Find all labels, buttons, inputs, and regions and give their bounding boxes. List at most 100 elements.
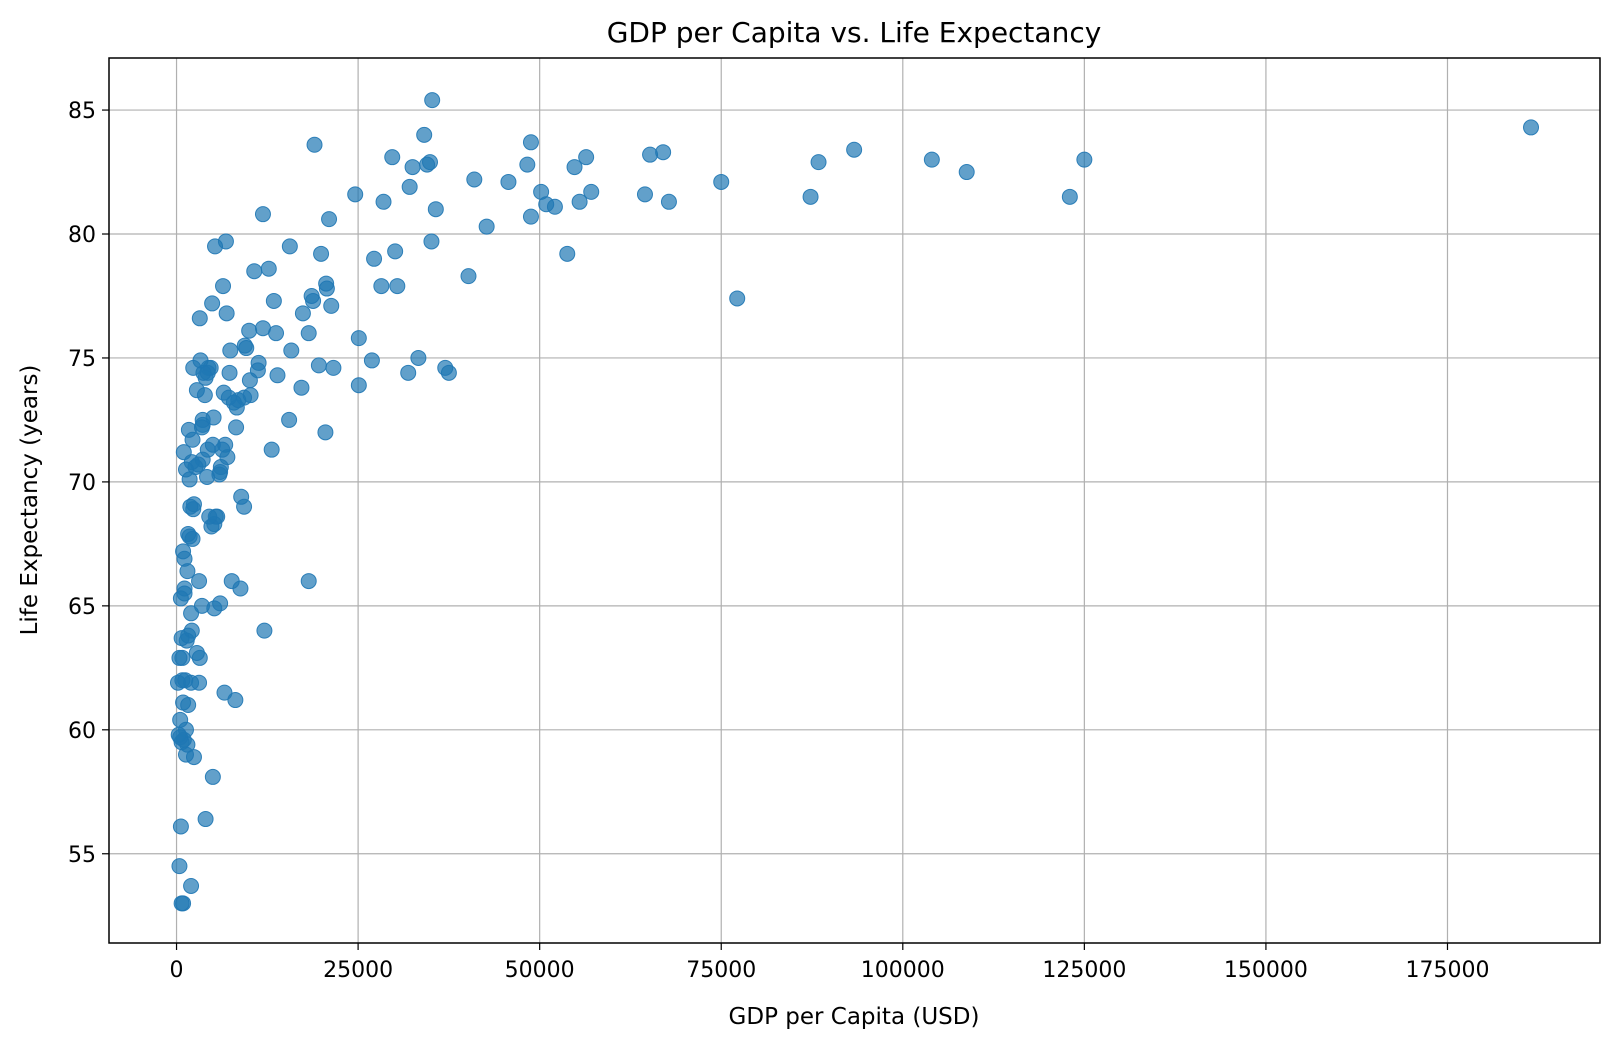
data-point [713, 173, 730, 190]
data-point [218, 305, 235, 322]
grid-lines [109, 58, 1600, 943]
data-point [221, 364, 238, 381]
data-point [173, 630, 190, 647]
data-point [583, 183, 600, 200]
data-point [373, 278, 390, 295]
data-point [293, 379, 310, 396]
data-point [172, 711, 189, 728]
data-point [384, 149, 401, 166]
data-point [236, 337, 253, 354]
data-point [171, 858, 188, 875]
data-point [655, 144, 672, 161]
y-tick-label: 55 [68, 843, 96, 868]
x-tick-label: 100000 [861, 958, 945, 983]
data-point [1523, 119, 1540, 136]
x-tick-label: 125000 [1042, 958, 1126, 983]
data-point [216, 684, 233, 701]
data-point [958, 164, 975, 181]
data-point [410, 349, 427, 366]
data-point [281, 411, 298, 428]
data-point [260, 260, 277, 277]
data-point [437, 359, 454, 376]
data-point [294, 305, 311, 322]
data-point [566, 159, 583, 176]
data-point [204, 768, 221, 785]
data-point [175, 444, 192, 461]
data-point [1076, 151, 1093, 168]
data-point [223, 573, 240, 590]
data-point [424, 92, 441, 109]
x-tick-label: 150000 [1224, 958, 1308, 983]
data-point [923, 151, 940, 168]
data-point [533, 183, 550, 200]
data-point [636, 186, 653, 203]
data-point [228, 419, 245, 436]
data-point [175, 543, 192, 560]
data-point [419, 156, 436, 173]
x-tick-label: 75000 [686, 958, 756, 983]
data-point [313, 245, 330, 262]
data-point [310, 357, 327, 374]
data-point [350, 330, 367, 347]
data-point [303, 287, 320, 304]
data-point [642, 146, 659, 163]
data-point [478, 218, 495, 235]
data-point [263, 441, 280, 458]
data-point [466, 171, 483, 188]
x-axis-ticks: 0 25000 50000 75000 100000 125000 150000 175000 [170, 943, 1489, 983]
data-point [427, 201, 444, 218]
data-point [222, 342, 239, 359]
data-point [387, 243, 404, 260]
data-point [170, 726, 187, 743]
data-point [846, 141, 863, 158]
data-points [169, 92, 1540, 912]
data-point [389, 278, 406, 295]
data-point [500, 173, 517, 190]
data-point [197, 811, 214, 828]
data-point [559, 245, 576, 262]
data-point [366, 250, 383, 267]
data-point [265, 292, 282, 309]
data-point [254, 206, 271, 223]
y-axis-ticks: 55 60 65 70 75 80 85 [68, 99, 109, 868]
data-point [423, 233, 440, 250]
y-tick-label: 70 [68, 471, 96, 496]
data-point [171, 649, 188, 666]
data-point [460, 268, 477, 285]
x-axis-label: GDP per Capita (USD) [729, 1004, 980, 1030]
data-point [204, 295, 221, 312]
data-point [241, 322, 258, 339]
data-point [347, 186, 364, 203]
data-point [660, 193, 677, 210]
data-point [169, 674, 186, 691]
data-point [191, 310, 208, 327]
y-axis-label: Life Expectancy (years) [17, 365, 43, 636]
x-tick-label: 175000 [1405, 958, 1489, 983]
data-point [519, 156, 536, 173]
data-point [317, 424, 334, 441]
chart-title: GDP per Capita vs. Life Expectancy [607, 16, 1102, 49]
data-point [215, 278, 232, 295]
data-point [256, 622, 273, 639]
data-point [182, 498, 199, 515]
data-point [269, 367, 286, 384]
data-point [180, 525, 197, 542]
data-point [321, 211, 338, 228]
data-point [318, 275, 335, 292]
y-tick-label: 80 [68, 223, 96, 248]
data-point [185, 359, 202, 376]
data-point [191, 573, 208, 590]
data-point [404, 159, 421, 176]
data-point [578, 149, 595, 166]
data-point [810, 154, 827, 171]
data-point [241, 372, 258, 389]
x-tick-label: 50000 [505, 958, 575, 983]
data-point [199, 468, 216, 485]
data-point [207, 238, 224, 255]
data-point [283, 342, 300, 359]
data-point [172, 818, 189, 835]
x-tick-label: 25000 [323, 958, 393, 983]
y-tick-label: 85 [68, 99, 96, 124]
